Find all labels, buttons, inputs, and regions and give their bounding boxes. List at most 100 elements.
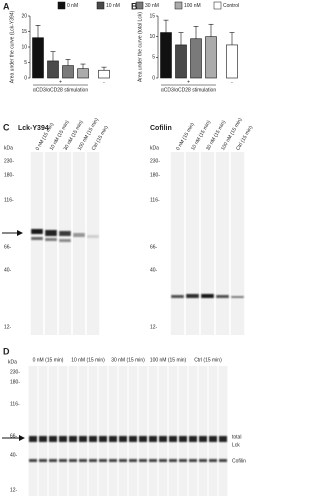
- lane: [28, 366, 38, 496]
- kda-marker: 230-: [10, 369, 20, 375]
- legend-swatch: [96, 1, 105, 10]
- y-tick-label: 0: [24, 75, 27, 81]
- band-label: Cofilin: [232, 458, 246, 464]
- bar: [160, 32, 172, 79]
- band: [59, 459, 67, 462]
- band: [209, 459, 217, 462]
- lane: [200, 152, 215, 335]
- band: [59, 239, 71, 242]
- bar: [62, 65, 74, 79]
- panel-label: D: [3, 346, 10, 356]
- kda-marker: 66-: [150, 244, 158, 250]
- lane-group-label: 30 nM (15 min): [111, 357, 145, 363]
- y-tick-label: 10: [21, 44, 27, 50]
- band: [231, 296, 244, 298]
- band-label: Lck: [232, 442, 240, 448]
- band: [169, 459, 177, 462]
- bar: [205, 36, 217, 79]
- band: [45, 238, 57, 241]
- band: [219, 459, 227, 462]
- lane: [78, 366, 88, 496]
- band: [169, 436, 177, 442]
- band: [59, 231, 71, 236]
- stimulation-label: -: [103, 79, 105, 85]
- kda-marker: 12-: [150, 324, 158, 330]
- lane: [58, 152, 72, 335]
- band: [45, 230, 57, 236]
- band: [87, 235, 99, 238]
- band: [189, 459, 197, 462]
- legend-label: 30 nM: [145, 3, 159, 9]
- band: [29, 459, 37, 462]
- band: [139, 436, 147, 442]
- band: [149, 459, 157, 462]
- band: [179, 436, 187, 442]
- lane: [72, 152, 86, 335]
- band: [69, 459, 77, 462]
- legend-swatch: [135, 1, 144, 10]
- lane: [178, 366, 188, 496]
- bar: [175, 44, 187, 79]
- kda-marker: 230-: [4, 158, 14, 164]
- legend-label: 0 nM: [67, 3, 78, 9]
- band: [39, 459, 47, 462]
- lane: [198, 366, 208, 496]
- lane: [58, 366, 68, 496]
- band: [79, 459, 87, 462]
- lane-group-label: 100 nM (15 min): [150, 357, 187, 363]
- bar: [190, 38, 202, 79]
- band: [99, 436, 107, 442]
- stimulation-label: -: [231, 79, 233, 85]
- kda-marker: 40-: [4, 267, 12, 273]
- bar: [77, 68, 89, 79]
- band: [89, 436, 97, 442]
- blot-title: Cofilin: [150, 125, 172, 132]
- band: [149, 436, 157, 442]
- band: [129, 459, 137, 462]
- lane: [48, 366, 58, 496]
- band: [159, 459, 167, 462]
- kda-marker: 66-: [10, 433, 18, 439]
- lane: [118, 366, 128, 496]
- band: [29, 436, 37, 442]
- panel-label: A: [3, 1, 10, 11]
- legend-swatch: [213, 1, 222, 10]
- kda-marker: 12-: [10, 487, 18, 493]
- band: [89, 459, 97, 462]
- x-axis-label: αCD3/αCD28 stimulation: [33, 87, 88, 93]
- lane-group-label: 0 nM (15 min): [33, 357, 64, 363]
- legend-label: 100 nM: [184, 3, 201, 9]
- lane: [230, 152, 245, 335]
- kda-marker: 40-: [150, 267, 158, 273]
- kda-marker: 230-: [150, 158, 160, 164]
- band: [189, 436, 197, 442]
- lane: [148, 366, 158, 496]
- band: [159, 436, 167, 442]
- lane: [86, 152, 100, 335]
- band: [99, 459, 107, 462]
- band: [201, 294, 214, 298]
- lane: [108, 366, 118, 496]
- y-tick-label: 15: [21, 29, 27, 35]
- band: [219, 436, 227, 442]
- kda-marker: 180-: [150, 172, 160, 178]
- kda-marker: 180-: [10, 379, 20, 385]
- band: [199, 459, 207, 462]
- lane: [185, 152, 200, 335]
- band: [69, 436, 77, 442]
- y-tick-label: 5: [152, 55, 155, 61]
- lane-group-label: Ctrl (15 min): [194, 357, 222, 363]
- band: [49, 436, 57, 442]
- lane: [68, 366, 78, 496]
- bar: [32, 37, 44, 79]
- legend-swatch: [57, 1, 66, 10]
- band: [73, 233, 85, 237]
- lane: [208, 366, 218, 496]
- band: [216, 295, 229, 298]
- band: [39, 436, 47, 442]
- lane: [30, 152, 44, 335]
- bar: [98, 69, 110, 79]
- y-axis-label: Area under the curve (total Lck): [137, 12, 143, 82]
- panel-label: C: [3, 122, 10, 132]
